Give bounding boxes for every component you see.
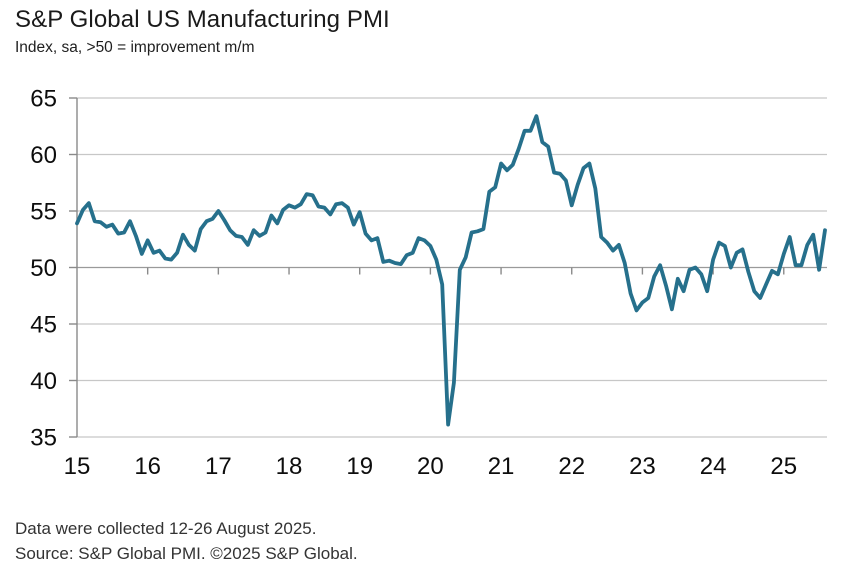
x-tick-label: 19	[346, 453, 373, 480]
x-tick-label: 21	[488, 453, 515, 480]
x-tick-label: 20	[417, 453, 444, 480]
chart-title: S&P Global US Manufacturing PMI	[15, 6, 390, 33]
y-tick-label: 50	[30, 255, 57, 282]
x-axis-labels: 15 16 17 18 19 20 21 22 23 24 25	[64, 453, 797, 480]
x-tick-label: 25	[770, 453, 797, 480]
pmi-series-line	[75, 114, 827, 427]
y-tick-label: 60	[30, 142, 57, 169]
year-ticks	[146, 267, 785, 275]
y-tick-label: 40	[30, 368, 57, 395]
x-tick-label: 15	[64, 453, 91, 480]
y-axis-labels: 35 40 45 50 55 60 65	[30, 86, 57, 452]
footer-note-source: Source: S&P Global PMI. ©2025 S&P Global…	[15, 544, 358, 563]
x-tick-label: 17	[205, 453, 232, 480]
y-axis	[69, 97, 78, 438]
y-tick-label: 45	[30, 312, 57, 339]
x-tick-label: 23	[629, 453, 656, 480]
chart-subtitle: Index, sa, >50 = improvement m/m	[15, 39, 255, 56]
y-tick-label: 35	[30, 425, 57, 452]
x-tick-label: 16	[134, 453, 161, 480]
x-tick-label: 18	[276, 453, 303, 480]
footer-note-collection: Data were collected 12-26 August 2025.	[15, 519, 317, 538]
x-tick-label: 24	[700, 453, 727, 480]
x-tick-label: 22	[558, 453, 585, 480]
gridlines	[77, 97, 827, 438]
y-tick-label: 55	[30, 199, 57, 226]
y-tick-label: 65	[30, 86, 57, 113]
